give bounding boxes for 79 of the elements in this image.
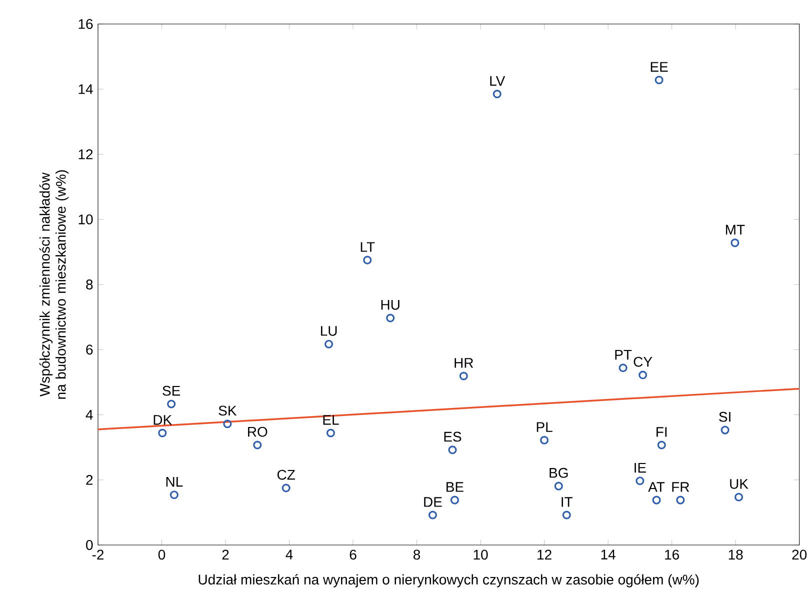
annotation: SE [162, 386, 180, 396]
point [253, 440, 262, 450]
point [540, 436, 549, 444]
annotation: CY [634, 356, 652, 367]
y-tick-label: 10 [78, 214, 93, 224]
y-tick-label: 2 [86, 474, 93, 485]
point [170, 490, 178, 500]
annotation: ES [444, 432, 462, 442]
point [554, 482, 563, 490]
point [562, 510, 571, 520]
annotation: FR [672, 482, 690, 492]
y-axis-title: Współczynnik zmienności nakładów na budownictwo mieszkaniowe (w%) [39, 170, 69, 399]
x-tick-label: 16 [665, 550, 679, 560]
point [324, 340, 334, 348]
x-tick-label: 4 [286, 550, 293, 560]
annotation: BG [550, 468, 568, 478]
y-tick-label: 12 [78, 149, 93, 160]
annotation: FI [656, 427, 667, 437]
y-tick-label: 0 [86, 540, 93, 550]
point [428, 510, 437, 520]
point [734, 492, 744, 502]
annotation: BE [446, 482, 464, 492]
y-tick-label: 14 [78, 84, 93, 94]
point [459, 372, 468, 380]
point [652, 496, 661, 504]
x-tick-label: 6 [350, 550, 356, 560]
point [450, 496, 459, 504]
point [223, 420, 232, 428]
point [730, 238, 740, 248]
point [363, 256, 372, 264]
point [167, 400, 176, 408]
annotation: NL [166, 476, 183, 487]
point [386, 314, 395, 322]
y-tick-label: 16 [78, 19, 93, 29]
annotation: IT [562, 497, 573, 507]
annotation: MT [726, 224, 745, 235]
x-tick-label: 14 [601, 550, 616, 560]
point [326, 428, 335, 438]
x-tick-label: 0 [158, 550, 166, 560]
point [448, 446, 457, 454]
annotation: SI [719, 412, 730, 422]
annotation: IE [634, 462, 646, 473]
x-axis-title: Udział mieszkań na wynajem o nierynkowych czynszach w zasobie ogółem (w%) [198, 574, 699, 588]
annotation: EL [323, 415, 339, 425]
x-tick-label: 18 [728, 550, 743, 560]
annotation: DK [154, 415, 172, 425]
point [638, 370, 648, 380]
annotation: UK [730, 479, 748, 489]
x-tick-label: 20 [792, 550, 807, 560]
annotation: HR [454, 358, 474, 368]
point [636, 476, 644, 486]
annotation: AT [648, 482, 665, 492]
point [654, 76, 664, 84]
annotation: DE [424, 497, 442, 507]
annotation: LU [321, 326, 337, 336]
point [282, 484, 290, 492]
annotation: PL [536, 422, 552, 432]
y-tick-label: 8 [86, 280, 93, 290]
annotation: CZ [277, 470, 295, 480]
annotation: EE [650, 62, 668, 72]
annotation: LV [490, 76, 506, 86]
point [720, 426, 730, 434]
point [158, 428, 167, 438]
x-tick-label: -2 [92, 550, 104, 560]
y-tick-label: 6 [86, 344, 93, 355]
point [618, 364, 628, 372]
x-tick-label: 10 [474, 550, 488, 560]
annotation: HU [381, 300, 400, 310]
x-tick-label: 8 [414, 550, 420, 560]
annotation: SK [218, 406, 237, 416]
x-tick-label: 2 [222, 550, 229, 560]
y-tick-label: 4 [86, 410, 93, 420]
x-tick-label: 12 [538, 550, 552, 560]
point [676, 496, 685, 504]
annotation: RO [248, 426, 268, 437]
annotation: LT [360, 242, 375, 252]
point [657, 440, 666, 450]
annotation: PT [615, 350, 632, 360]
point [492, 90, 502, 98]
